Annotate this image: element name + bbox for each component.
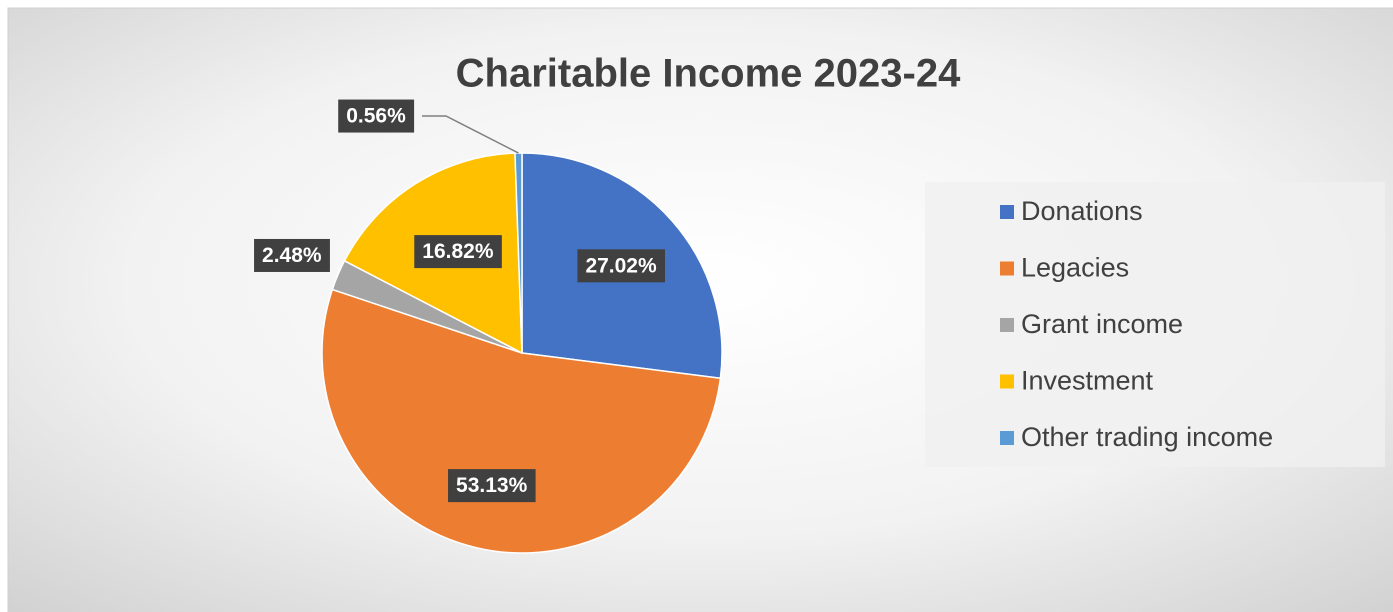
leader-line (422, 115, 519, 154)
legend-swatch (1000, 205, 1014, 219)
data-label: 16.82% (422, 240, 494, 263)
legend-swatch (1000, 431, 1014, 445)
legend-label: Other trading income (1021, 422, 1273, 452)
data-label-box (254, 238, 330, 272)
legend-swatch (1000, 374, 1014, 389)
pie-slice (514, 152, 523, 354)
legend-label: Investment (1021, 366, 1154, 396)
data-label-box (338, 99, 415, 133)
legend-label: Grant income (1021, 309, 1183, 339)
data-label: 0.56% (346, 105, 406, 128)
pie-slice (321, 288, 722, 554)
legend-label: Legacies (1021, 253, 1129, 283)
data-label-box (577, 249, 665, 283)
data-label: 53.13% (456, 474, 528, 497)
chart-title: Charitable Income 2023-24 (456, 52, 961, 96)
legend-swatch (1000, 318, 1014, 332)
legend-swatch (1000, 261, 1014, 276)
data-label-box (414, 235, 502, 269)
data-label: 27.02% (585, 254, 657, 277)
data-label-box (448, 469, 536, 503)
data-label: 2.48% (262, 244, 322, 267)
legend-label: Donations (1021, 196, 1143, 226)
